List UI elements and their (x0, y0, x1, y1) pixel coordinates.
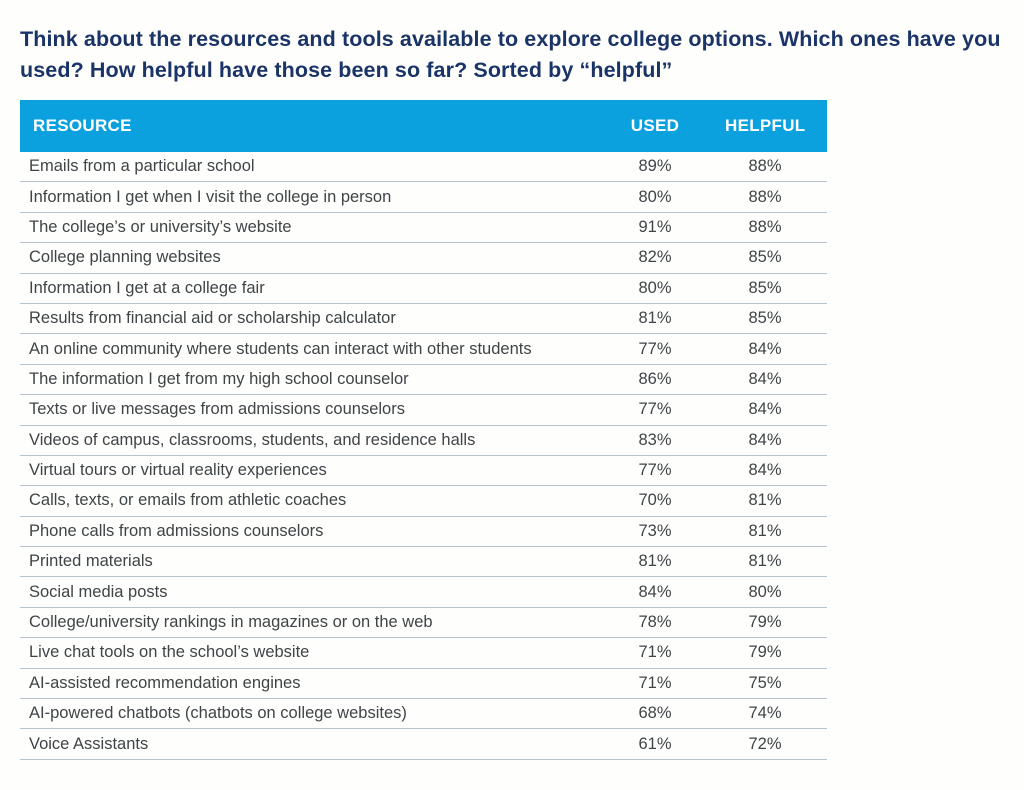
helpful-value-cell: 88% (748, 187, 782, 206)
table-row: Printed materials 81% 81% (20, 547, 827, 578)
table-row: Videos of campus, classrooms, students, … (20, 426, 827, 456)
used-value-cell: 86% (638, 369, 672, 388)
used-value-cell: 89% (638, 157, 672, 176)
resource-cell: An online community where students can i… (29, 339, 532, 358)
resources-table: RESOURCE USED HELPFUL Emails from a part… (20, 100, 827, 760)
used-value-cell: 91% (638, 217, 672, 236)
table-row: AI-powered chatbots (chatbots on college… (20, 699, 827, 730)
helpful-value-cell: 81% (748, 521, 782, 540)
table-row: Social media posts 84% 80% (20, 577, 827, 608)
used-value-cell: 81% (638, 309, 672, 328)
column-header-resource: RESOURCE (33, 116, 132, 135)
resource-cell: Calls, texts, or emails from athletic co… (29, 491, 347, 510)
column-header-helpful: HELPFUL (725, 116, 806, 135)
used-value-cell: 83% (638, 430, 672, 449)
used-value-cell: 81% (638, 552, 672, 571)
table-row: AI-assisted recommendation engines 71% 7… (20, 669, 827, 700)
table-row: Virtual tours or virtual reality experie… (20, 456, 827, 487)
resource-cell: Results from financial aid or scholarshi… (29, 309, 396, 328)
resource-cell: College/university rankings in magazines… (29, 613, 433, 632)
used-value-cell: 80% (638, 187, 672, 206)
table-row: An online community where students can i… (20, 334, 827, 365)
used-value-cell: 73% (638, 521, 672, 540)
page-title: Think about the resources and tools avai… (20, 27, 1001, 82)
used-value-cell: 71% (638, 643, 672, 662)
table-header-row: RESOURCE USED HELPFUL (20, 100, 827, 152)
resource-cell: Videos of campus, classrooms, students, … (29, 430, 476, 449)
used-value-cell: 68% (638, 704, 672, 723)
helpful-value-cell: 79% (748, 643, 782, 662)
resource-cell: Emails from a particular school (29, 157, 255, 176)
used-value-cell: 84% (638, 582, 672, 601)
helpful-value-cell: 84% (748, 430, 782, 449)
used-value-cell: 78% (638, 613, 672, 632)
helpful-value-cell: 79% (748, 613, 782, 632)
table-body: Emails from a particular school 89% 88% … (20, 152, 827, 760)
helpful-value-cell: 84% (748, 369, 782, 388)
used-value-cell: 71% (638, 673, 672, 692)
table-row: Emails from a particular school 89% 88% (20, 152, 827, 183)
used-value-cell: 61% (638, 734, 672, 753)
helpful-value-cell: 88% (748, 157, 782, 176)
table-row: Information I get at a college fair 80% … (20, 274, 827, 304)
resource-cell: The information I get from my high schoo… (29, 369, 409, 388)
helpful-value-cell: 74% (748, 704, 782, 723)
resource-cell: Information I get at a college fair (29, 278, 265, 297)
table-row: Voice Assistants 61% 72% (20, 729, 827, 760)
helpful-value-cell: 85% (748, 278, 782, 297)
helpful-value-cell: 84% (748, 461, 782, 480)
table-row: College/university rankings in magazines… (20, 608, 827, 639)
resource-cell: Phone calls from admissions counselors (29, 521, 324, 540)
table-row: The college’s or university’s website 91… (20, 213, 827, 244)
table-row: The information I get from my high schoo… (20, 365, 827, 396)
resource-cell: Printed materials (29, 552, 153, 571)
resource-cell: Social media posts (29, 582, 168, 601)
resource-cell: AI-assisted recommendation engines (29, 673, 301, 692)
used-value-cell: 77% (638, 339, 672, 358)
table-row: Live chat tools on the school’s website … (20, 638, 827, 669)
helpful-value-cell: 84% (748, 339, 782, 358)
used-value-cell: 77% (638, 461, 672, 480)
resource-cell: Voice Assistants (29, 734, 149, 753)
used-value-cell: 80% (638, 278, 672, 297)
table-row: Results from financial aid or scholarshi… (20, 304, 827, 335)
helpful-value-cell: 88% (748, 217, 782, 236)
used-value-cell: 77% (638, 400, 672, 419)
resource-cell: College planning websites (29, 248, 221, 267)
resource-cell: Virtual tours or virtual reality experie… (29, 461, 327, 480)
resource-cell: Texts or live messages from admissions c… (29, 400, 405, 419)
helpful-value-cell: 81% (748, 552, 782, 571)
table-row: Calls, texts, or emails from athletic co… (20, 486, 827, 517)
helpful-value-cell: 85% (748, 309, 782, 328)
helpful-value-cell: 80% (748, 582, 782, 601)
resource-cell: The college’s or university’s website (29, 217, 292, 236)
helpful-value-cell: 85% (748, 248, 782, 267)
table-row: Information I get when I visit the colle… (20, 182, 827, 213)
table-row: Texts or live messages from admissions c… (20, 395, 827, 426)
helpful-value-cell: 72% (748, 734, 782, 753)
used-value-cell: 82% (638, 248, 672, 267)
helpful-value-cell: 84% (748, 400, 782, 419)
column-header-used: USED (630, 116, 680, 135)
used-value-cell: 70% (638, 491, 672, 510)
helpful-value-cell: 75% (748, 673, 782, 692)
table-row: Phone calls from admissions counselors 7… (20, 517, 827, 548)
resource-cell: AI-powered chatbots (chatbots on college… (29, 704, 407, 723)
resource-cell: Information I get when I visit the colle… (29, 187, 392, 206)
table-row: College planning websites 82% 85% (20, 243, 827, 274)
resource-cell: Live chat tools on the school’s website (29, 643, 310, 662)
helpful-value-cell: 81% (748, 491, 782, 510)
